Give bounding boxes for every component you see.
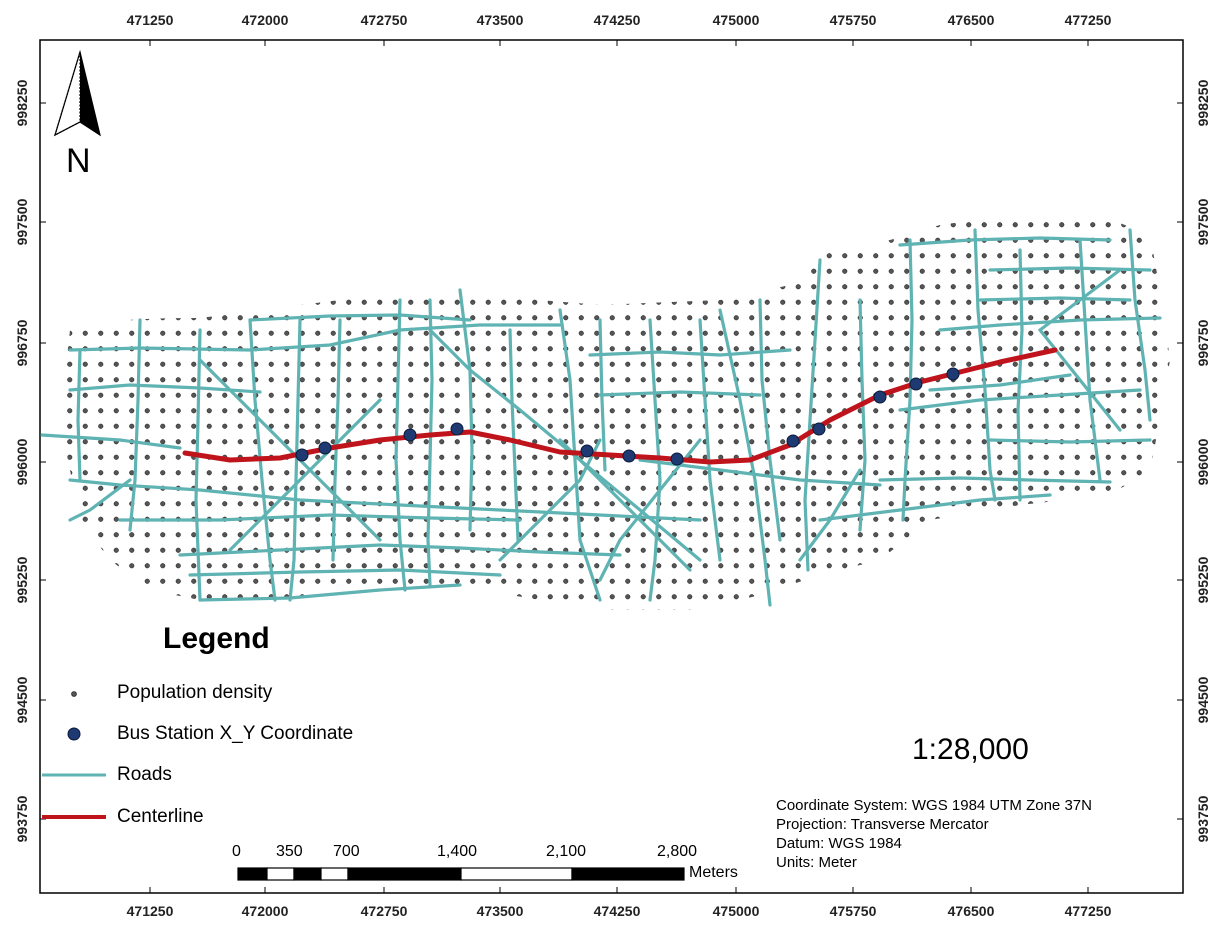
x-tick-label-bottom: 475750 — [830, 903, 877, 919]
bus-station-symbol — [67, 727, 81, 741]
bus-station-point — [450, 422, 464, 436]
legend-title: Legend — [163, 622, 270, 655]
y-tick-label-left: 998250 — [14, 79, 30, 126]
x-tick-label-top: 472000 — [242, 12, 289, 28]
bus-station-layer — [295, 367, 960, 466]
coordinate-info: Coordinate System: WGS 1984 UTM Zone 37N… — [776, 796, 1092, 872]
x-tick-label-top: 473500 — [477, 12, 524, 28]
x-tick-label-bottom: 472750 — [361, 903, 408, 919]
bus-station-point — [670, 452, 684, 466]
y-tick-label-right: 994500 — [1195, 676, 1211, 723]
bus-station-point — [946, 367, 960, 381]
scalebar — [237, 867, 685, 881]
bus-station-point — [318, 441, 332, 455]
x-tick-label-bottom: 474250 — [594, 903, 641, 919]
x-tick-label-bottom: 471250 — [127, 903, 174, 919]
scalebar-label-2800: 2,800 — [657, 843, 698, 860]
x-tick-label-top: 475750 — [830, 12, 877, 28]
y-tick-label-right: 993750 — [1195, 795, 1211, 842]
datum-text: Datum: WGS 1984 — [776, 835, 902, 852]
y-tick-label-right: 998250 — [1195, 79, 1211, 126]
units-text: Units: Meter — [776, 854, 857, 871]
scalebar-label-1400: 1,400 — [437, 843, 478, 860]
y-tick-label-left: 993750 — [14, 795, 30, 842]
projection-text: Projection: Transverse Mercator — [776, 816, 989, 833]
bus-station-point — [622, 449, 636, 463]
x-axis-bottom: 471250 472000 472750 473500 474250 475000 4757… — [127, 887, 1112, 919]
x-tick-label-top: 476500 — [948, 12, 995, 28]
x-axis-top: 471250 472000 472750 473500 474250 475000 4757… — [127, 12, 1112, 46]
y-tick-label-left: 995250 — [14, 556, 30, 603]
scalebar-label-0: 0 — [232, 843, 241, 860]
legend-item-label: Centerline — [117, 806, 204, 827]
legend-item-label: Roads — [117, 764, 172, 785]
legend-item-centerline: Centerline — [40, 803, 460, 833]
x-tick-label-top: 474250 — [594, 12, 641, 28]
y-tick-label-right: 996750 — [1195, 319, 1211, 366]
x-tick-label-bottom: 475000 — [713, 903, 760, 919]
y-axis-right: 998250 997500 996750 996000 995250 994500 9937… — [1177, 79, 1211, 842]
legend-item-label: Bus Station X_Y Coordinate — [117, 723, 354, 744]
x-tick-label-bottom: 477250 — [1065, 903, 1112, 919]
x-tick-label-top: 477250 — [1065, 12, 1112, 28]
x-tick-label-bottom: 476500 — [948, 903, 995, 919]
legend-item-roads: Roads — [40, 761, 460, 791]
scalebar-label-350: 350 — [276, 843, 303, 860]
y-axis-left: 998250 997500 996750 996000 995250 994500 9937… — [14, 79, 46, 842]
population-density-symbol — [71, 691, 77, 697]
legend-item-bus-station: Bus Station X_Y Coordinate — [40, 720, 460, 750]
bus-station-point — [580, 444, 594, 458]
roads-layer — [40, 228, 1162, 607]
legend-item-population-density: Population density — [40, 679, 460, 709]
y-tick-label-left: 996750 — [14, 319, 30, 366]
scalebar-units: Meters — [689, 864, 738, 881]
y-tick-label-left: 996000 — [14, 438, 30, 485]
y-tick-label-right: 996000 — [1195, 438, 1211, 485]
bus-station-point — [812, 422, 826, 436]
y-tick-label-left: 994500 — [14, 676, 30, 723]
bus-station-point — [909, 377, 923, 391]
legend-item-label: Population density — [117, 682, 273, 703]
scale-ratio: 1:28,000 — [912, 733, 1029, 766]
bus-station-point — [295, 448, 309, 462]
bus-station-point — [786, 434, 800, 448]
bus-station-point — [873, 390, 887, 404]
north-arrow-label: N — [66, 142, 91, 180]
north-arrow-icon — [54, 49, 101, 137]
x-tick-label-top: 471250 — [127, 12, 174, 28]
scalebar-label-700: 700 — [333, 843, 360, 860]
coordinate-system-text: Coordinate System: WGS 1984 UTM Zone 37N — [776, 797, 1092, 814]
y-tick-label-right: 995250 — [1195, 556, 1211, 603]
y-tick-label-right: 997500 — [1195, 198, 1211, 245]
scalebar-label-2100: 2,100 — [546, 843, 587, 860]
legend-symbols — [42, 691, 106, 819]
bus-station-point — [403, 428, 417, 442]
x-tick-label-bottom: 473500 — [477, 903, 524, 919]
y-tick-label-left: 997500 — [14, 198, 30, 245]
x-tick-label-top: 472750 — [361, 12, 408, 28]
x-tick-label-bottom: 472000 — [242, 903, 289, 919]
x-tick-label-top: 475000 — [713, 12, 760, 28]
